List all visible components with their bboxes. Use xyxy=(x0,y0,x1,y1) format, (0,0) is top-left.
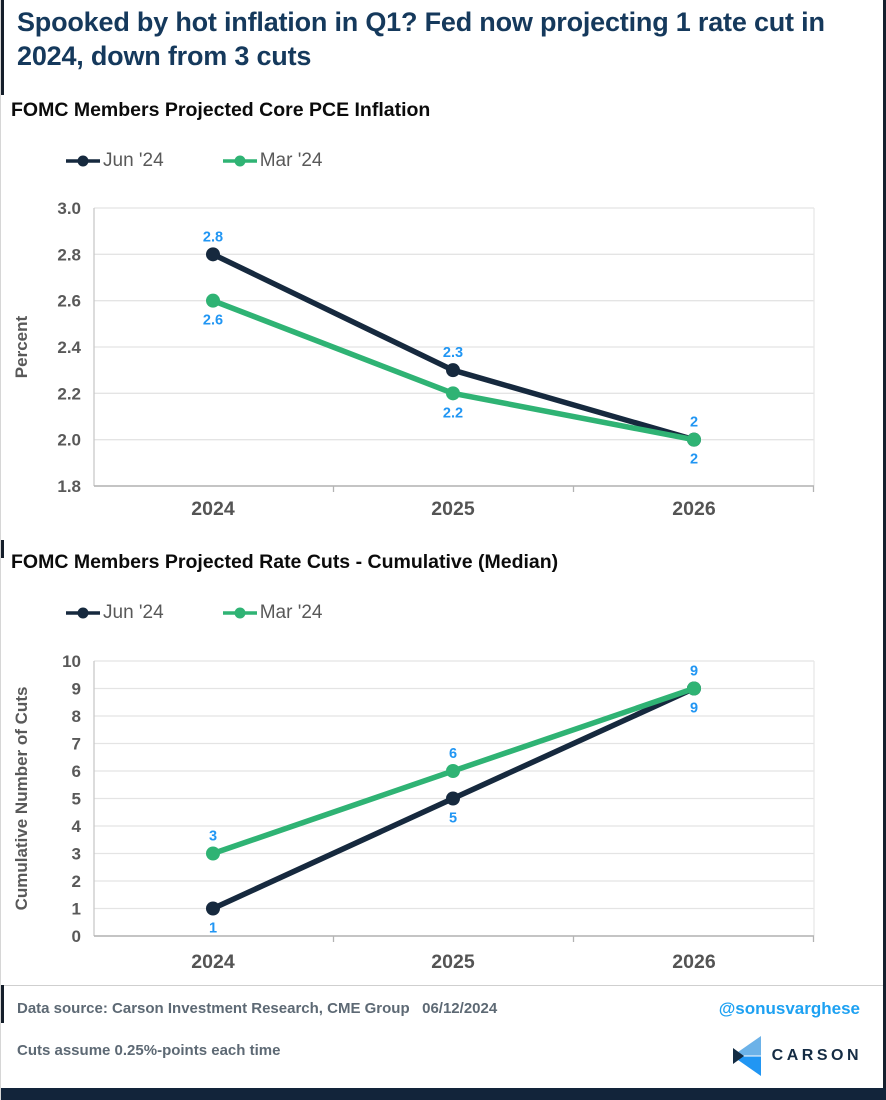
svg-text:5: 5 xyxy=(449,811,457,827)
core-pce-inflation-chart: 1.8 2.0 2.2 2.4 2.6 2.8 3.0 2024 2025 2026 Percent… xyxy=(12,199,815,520)
chart1-title: FOMC Members Projected Core PCE Inflatio… xyxy=(11,99,431,121)
carson-logo-icon xyxy=(732,1036,761,1076)
svg-text:2025: 2025 xyxy=(431,951,475,973)
series-marker-icon xyxy=(222,607,257,619)
svg-text:9: 9 xyxy=(72,680,81,699)
svg-text:6: 6 xyxy=(72,762,81,781)
section-accent-bar xyxy=(1,540,4,558)
svg-text:3: 3 xyxy=(209,829,217,845)
svg-text:0: 0 xyxy=(72,927,81,946)
svg-text:2.3: 2.3 xyxy=(443,345,463,361)
data-source-text: Data source: Carson Investment Research,… xyxy=(17,1000,498,1017)
svg-text:2.8: 2.8 xyxy=(203,229,223,245)
svg-text:1.8: 1.8 xyxy=(57,477,81,496)
svg-text:2.2: 2.2 xyxy=(57,384,81,403)
svg-text:2: 2 xyxy=(72,872,81,891)
svg-text:10: 10 xyxy=(62,652,81,671)
footnote-text: Cuts assume 0.25%-points each time xyxy=(17,1042,281,1059)
svg-text:2: 2 xyxy=(690,415,698,431)
carson-logo-text: CARSON xyxy=(771,1047,862,1064)
legend-item-mar-24: Mar '24 xyxy=(222,150,323,172)
svg-text:7: 7 xyxy=(72,735,81,754)
social-handle: @sonusvarghese xyxy=(718,999,860,1018)
bottom-bar xyxy=(1,1088,886,1100)
svg-text:2.2: 2.2 xyxy=(443,405,463,421)
rate-cuts-chart: 0 1 2 3 4 5 6 7 8 9 10 2024 2025 2026 Cumulative Numbe… xyxy=(12,652,815,973)
svg-text:2.4: 2.4 xyxy=(57,338,81,357)
legend-label: Jun '24 xyxy=(103,602,164,623)
legend-item-jun-24: Jun '24 xyxy=(65,150,164,172)
svg-text:1: 1 xyxy=(72,900,81,919)
svg-text:1: 1 xyxy=(209,921,217,937)
title-accent-bar xyxy=(1,0,4,95)
legend-item-jun-24: Jun '24 xyxy=(65,602,164,624)
footer-accent-bar xyxy=(1,985,4,1023)
series-marker-icon xyxy=(66,155,100,167)
svg-text:2: 2 xyxy=(690,452,698,468)
carson-logo: CARSON xyxy=(732,1036,862,1076)
svg-text:2.0: 2.0 xyxy=(57,431,81,450)
legend-label: Mar '24 xyxy=(259,150,323,171)
svg-text:8: 8 xyxy=(72,707,81,726)
chart2-legend: Jun '24 Mar '24 xyxy=(65,601,322,625)
right-border xyxy=(883,0,886,1100)
legend-label: Mar '24 xyxy=(259,602,323,623)
chart1-legend: Jun '24 Mar '24 xyxy=(65,149,322,173)
svg-text:2024: 2024 xyxy=(191,951,235,973)
legend-label: Jun '24 xyxy=(103,150,164,171)
svg-text:2.6: 2.6 xyxy=(57,292,81,311)
page-title: Spooked by hot inflation in Q1? Fed now … xyxy=(17,7,825,71)
svg-text:5: 5 xyxy=(72,790,81,809)
svg-text:Percent: Percent xyxy=(12,315,31,378)
footer-divider xyxy=(1,985,886,986)
svg-text:2024: 2024 xyxy=(191,498,235,520)
svg-text:2026: 2026 xyxy=(672,951,716,973)
svg-text:4: 4 xyxy=(72,817,82,836)
svg-text:2025: 2025 xyxy=(431,498,475,520)
svg-text:3: 3 xyxy=(72,845,81,864)
svg-text:9: 9 xyxy=(690,701,698,717)
series-marker-icon xyxy=(222,155,257,167)
series-marker-icon xyxy=(66,607,100,619)
svg-text:9: 9 xyxy=(690,664,698,680)
svg-text:6: 6 xyxy=(449,746,457,762)
svg-text:2.6: 2.6 xyxy=(203,313,223,329)
legend-item-mar-24: Mar '24 xyxy=(222,602,323,624)
svg-text:2026: 2026 xyxy=(672,498,716,520)
svg-text:2.8: 2.8 xyxy=(57,245,81,264)
svg-text:Cumulative Number of Cuts: Cumulative Number of Cuts xyxy=(12,687,31,911)
svg-text:3.0: 3.0 xyxy=(57,199,81,218)
chart2-title: FOMC Members Projected Rate Cuts - Cumul… xyxy=(11,551,559,573)
